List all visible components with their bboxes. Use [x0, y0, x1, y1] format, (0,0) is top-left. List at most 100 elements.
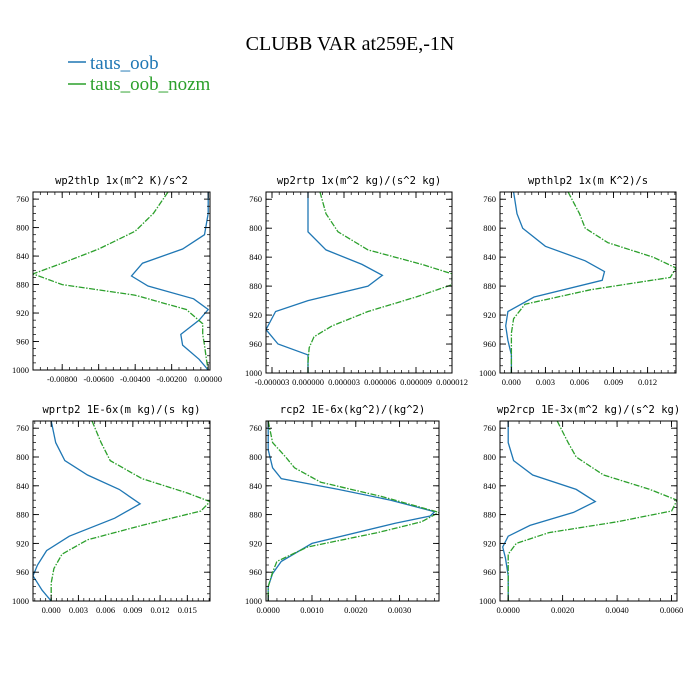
plot-frame — [499, 191, 677, 374]
x-tick-label: -0.00600 — [83, 374, 113, 384]
x-tick-label: 0.003 — [69, 605, 88, 615]
x-tick-label: 0.009 — [123, 605, 142, 615]
y-tick-label: 920 — [249, 310, 262, 320]
y-tick-label: 1000 — [245, 368, 262, 378]
subplot-title: wp2rtp 1x(m^2 kg)/(s^2 kg) — [277, 175, 441, 187]
y-tick-label: 880 — [483, 510, 496, 520]
y-tick-label: 920 — [16, 308, 29, 318]
x-tick-label: 0.0000 — [496, 605, 519, 615]
x-tick-label: 0.0000 — [257, 605, 280, 615]
y-tick-label: 960 — [16, 337, 29, 347]
y-tick-label: 880 — [16, 510, 29, 520]
plot-frame — [32, 191, 211, 371]
series-line-taus-oob — [266, 192, 384, 373]
y-tick-label: 760 — [249, 194, 262, 204]
series-line-taus-oob-nozm — [267, 421, 439, 601]
y-tick-label: 880 — [16, 280, 29, 290]
y-tick-label: 960 — [249, 567, 262, 577]
y-tick-label: 800 — [483, 223, 496, 233]
x-tick-label: -0.000003 — [255, 377, 290, 387]
x-tick-label: 0.006 — [96, 605, 115, 615]
y-tick-label: 840 — [483, 481, 496, 491]
y-tick-label: 1000 — [12, 596, 29, 606]
y-tick-label: 920 — [483, 310, 496, 320]
x-tick-label: 0.006 — [570, 377, 589, 387]
x-tick-label: 0.000000 — [292, 377, 324, 387]
series-line-taus-oob — [505, 192, 606, 373]
series-line-taus-oob-nozm — [307, 192, 452, 373]
x-tick-label: 0.000 — [502, 377, 521, 387]
x-tick-label: 0.000009 — [400, 377, 432, 387]
plot-frame — [265, 420, 440, 602]
x-tick-label: 0.0040 — [605, 605, 628, 615]
y-tick-label: 1000 — [479, 368, 496, 378]
x-tick-label: 0.003 — [536, 377, 555, 387]
series-line-taus-oob — [502, 421, 597, 601]
y-tick-label: 760 — [16, 194, 29, 204]
plot-frame — [265, 191, 453, 374]
x-tick-label: 0.000006 — [364, 377, 396, 387]
series-line-taus-oob — [33, 421, 142, 601]
y-tick-label: 920 — [16, 538, 29, 548]
x-tick-label: 0.000 — [42, 605, 61, 615]
subplot-title: wprtp2 1E-6x(m kg)/(s kg) — [42, 404, 200, 416]
x-tick-label: 0.000012 — [436, 377, 468, 387]
x-tick-label: 0.012 — [638, 377, 657, 387]
y-tick-label: 960 — [249, 339, 262, 349]
y-tick-label: 960 — [483, 339, 496, 349]
y-tick-label: 800 — [249, 223, 262, 233]
y-tick-label: 760 — [249, 423, 262, 433]
subplot-2: wp2rtp 1x(m^2 kg)/(s^2 kg)-0.000003 0.000… — [245, 175, 468, 387]
series-line-taus-oob-nozm — [507, 421, 677, 601]
x-tick-label: 0.015 — [178, 605, 197, 615]
subplot-grid: wp2thlp 1x(m^2 K)/s^2 -0.00800 -0.00600 -0.… — [12, 175, 683, 615]
legend-label-taus-oob: taus_oob — [90, 53, 159, 74]
subplot-title: wp2rcp 1E-3x(m^2 kg)/(s^2 kg) — [497, 404, 680, 416]
x-tick-label: -0.00400 — [120, 374, 150, 384]
y-tick-label: 760 — [16, 423, 29, 433]
x-tick-label: 0.0030 — [388, 605, 411, 615]
x-tick-label: -0.00200 — [156, 374, 186, 384]
y-tick-label: 1000 — [245, 596, 262, 606]
x-tick-label: -0.00800 — [47, 374, 77, 384]
y-tick-label: 800 — [16, 223, 29, 233]
x-tick-label: 0.0020 — [344, 605, 367, 615]
y-tick-label: 1000 — [479, 596, 496, 606]
figure-title: CLUBB VAR at259E,-1N — [246, 33, 455, 55]
subplot-4: wprtp2 1E-6x(m kg)/(s kg) 0.000 0.003 0.006… — [12, 404, 211, 615]
x-tick-label: 0.0020 — [551, 605, 574, 615]
subplot-6: wp2rcp 1E-3x(m^2 kg)/(s^2 kg) 0.0000 0.002… — [479, 404, 683, 615]
subplot-3: wpthlp2 1x(m K^2)/s 0.000 0.003 0.006 0.009 0… — [479, 175, 677, 387]
subplot-title: wp2thlp 1x(m^2 K)/s^2 — [55, 175, 188, 187]
y-tick-label: 800 — [483, 452, 496, 462]
x-tick-label: 0.00000 — [194, 374, 222, 384]
subplot-title: wpthlp2 1x(m K^2)/s — [528, 175, 648, 187]
series-line-taus-oob-nozm — [510, 192, 676, 373]
series-line-taus-oob-nozm — [50, 421, 210, 601]
series-line-taus-oob — [130, 192, 210, 370]
y-tick-label: 960 — [483, 567, 496, 577]
y-tick-label: 960 — [16, 567, 29, 577]
subplot-5: rcp2 1E-6x(kg^2)/(kg^2) 0.0000 0.0010 0.002… — [245, 404, 440, 615]
legend-label-taus-oob-nozm: taus_oob_nozm — [90, 74, 211, 95]
y-tick-label: 1000 — [12, 365, 29, 375]
plot-frame — [32, 420, 211, 602]
series-line-taus-oob — [267, 421, 436, 601]
y-tick-label: 920 — [249, 538, 262, 548]
y-tick-label: 840 — [249, 252, 262, 262]
x-tick-label: 0.012 — [151, 605, 170, 615]
subplot-title: rcp2 1E-6x(kg^2)/(kg^2) — [280, 404, 425, 416]
y-tick-label: 920 — [483, 538, 496, 548]
y-tick-label: 800 — [249, 452, 262, 462]
y-tick-label: 840 — [16, 251, 29, 261]
y-tick-label: 760 — [483, 194, 496, 204]
x-tick-label: 0.009 — [604, 377, 623, 387]
subplot-1: wp2thlp 1x(m^2 K)/s^2 -0.00800 -0.00600 -0.… — [12, 175, 222, 384]
y-tick-label: 840 — [249, 481, 262, 491]
series-line-taus-oob-nozm — [33, 192, 209, 370]
y-tick-label: 880 — [483, 281, 496, 291]
y-tick-label: 840 — [16, 481, 29, 491]
y-tick-label: 760 — [483, 423, 496, 433]
y-tick-label: 840 — [483, 252, 496, 262]
